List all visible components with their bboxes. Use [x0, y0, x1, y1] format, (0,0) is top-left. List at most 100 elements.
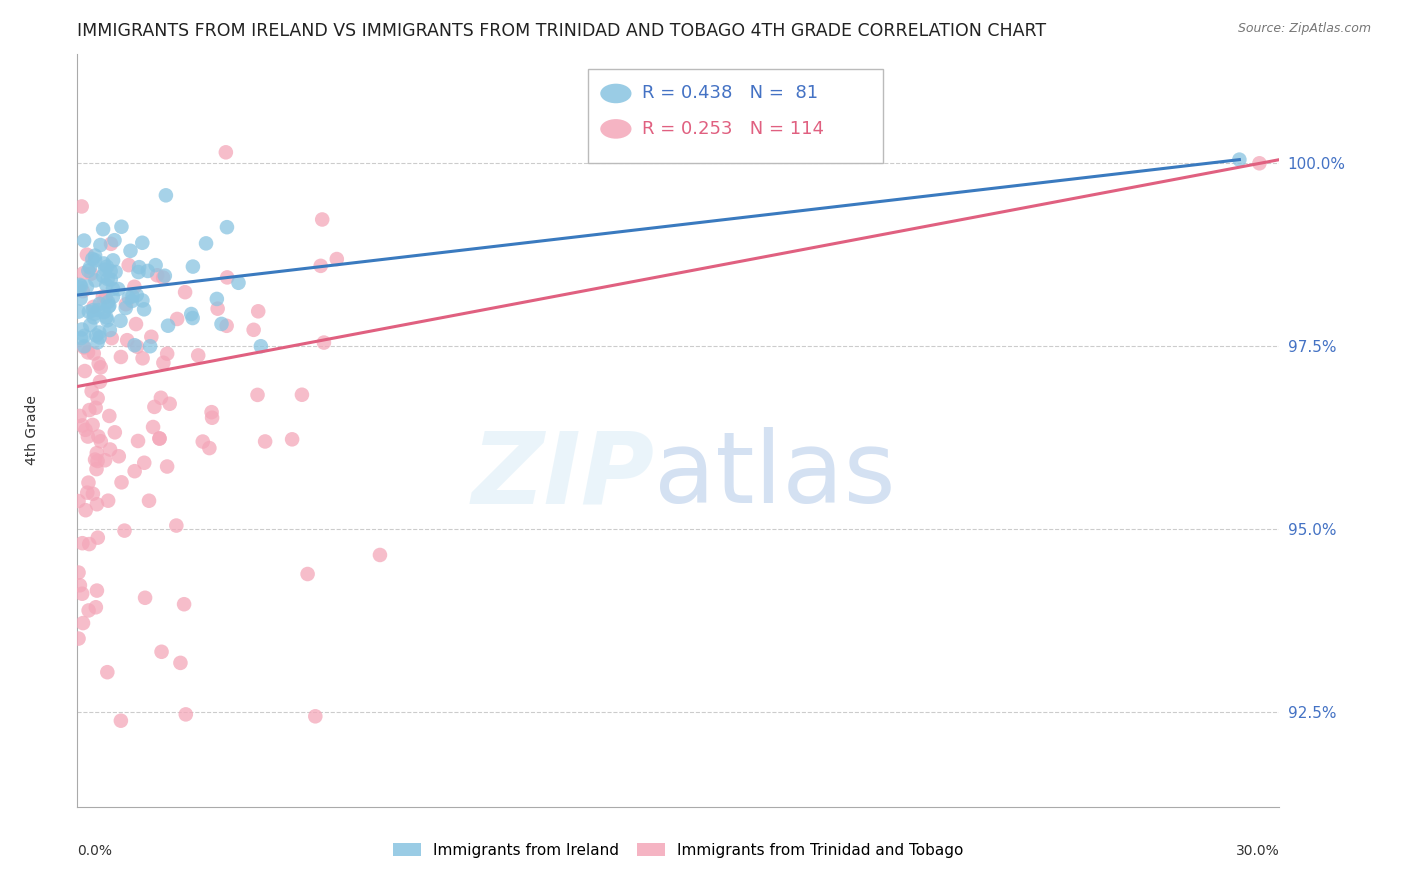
Point	[80, 267, 103, 281]
Point	[132, 302, 155, 317]
Point	[72, 284, 94, 298]
Point	[142, 420, 165, 434]
Point	[86, 497, 108, 511]
Point	[173, 597, 195, 611]
Point	[191, 434, 214, 449]
Point	[247, 304, 270, 318]
Point	[89, 297, 111, 311]
Point	[69, 578, 91, 592]
Point	[90, 360, 112, 375]
Point	[125, 288, 148, 302]
Point	[156, 459, 179, 474]
Point	[67, 632, 90, 646]
Point	[70, 279, 93, 293]
Point	[155, 188, 177, 202]
Point	[100, 331, 122, 345]
Point	[242, 323, 264, 337]
Point	[96, 665, 118, 680]
Point	[77, 304, 100, 318]
Point	[94, 453, 117, 467]
Point	[73, 234, 96, 248]
Point	[103, 233, 125, 247]
Point	[104, 425, 127, 440]
Point	[98, 442, 121, 457]
Point	[98, 409, 121, 423]
Point	[90, 434, 112, 449]
Point	[211, 317, 233, 331]
Point	[110, 219, 132, 234]
Point	[134, 456, 156, 470]
Point	[156, 347, 179, 361]
Point	[94, 290, 117, 304]
Point	[157, 318, 180, 333]
Point	[79, 403, 101, 417]
Point	[77, 603, 100, 617]
Point	[145, 258, 167, 272]
Point	[75, 423, 97, 437]
Point	[69, 292, 91, 306]
Point	[115, 333, 138, 347]
Point	[104, 265, 127, 279]
Point	[86, 335, 108, 350]
Point	[82, 417, 104, 432]
Point	[84, 273, 107, 287]
Point	[91, 222, 114, 236]
Point	[207, 301, 229, 316]
Point	[101, 253, 124, 268]
Point	[86, 446, 108, 460]
Point	[215, 145, 238, 160]
Point	[128, 260, 150, 275]
Point	[217, 270, 239, 285]
Point	[148, 432, 170, 446]
Point	[1229, 153, 1251, 167]
Point	[97, 295, 120, 310]
Point	[72, 536, 94, 550]
Point	[94, 262, 117, 277]
Point	[89, 330, 111, 344]
Point	[76, 247, 98, 261]
Point	[120, 244, 142, 258]
Point	[101, 290, 124, 304]
Text: R = 0.253   N = 114: R = 0.253 N = 114	[643, 120, 824, 138]
Text: 30.0%: 30.0%	[1236, 844, 1279, 858]
Point	[127, 434, 149, 448]
Point	[79, 318, 101, 332]
Point	[84, 401, 107, 415]
Point	[195, 236, 218, 251]
Point	[82, 252, 104, 266]
Point	[297, 567, 319, 582]
Point	[96, 310, 118, 325]
Point	[100, 272, 122, 286]
Point	[110, 350, 132, 364]
Point	[91, 289, 114, 303]
Point	[83, 310, 105, 325]
Text: IMMIGRANTS FROM IRELAND VS IMMIGRANTS FROM TRINIDAD AND TOBAGO 4TH GRADE CORRELA: IMMIGRANTS FROM IRELAND VS IMMIGRANTS FR…	[77, 22, 1046, 40]
Legend: Immigrants from Ireland, Immigrants from Trinidad and Tobago: Immigrants from Ireland, Immigrants from…	[387, 837, 970, 863]
Point	[69, 409, 91, 423]
Point	[124, 279, 146, 293]
Point	[215, 318, 238, 333]
Point	[70, 587, 93, 601]
Circle shape	[600, 120, 631, 138]
Point	[77, 537, 100, 551]
Point	[124, 338, 146, 352]
Point	[136, 264, 159, 278]
Point	[309, 259, 332, 273]
Point	[100, 236, 122, 251]
Point	[86, 462, 108, 476]
Point	[326, 252, 349, 266]
Point	[166, 312, 188, 326]
Point	[174, 707, 197, 722]
Point	[86, 583, 108, 598]
Point	[86, 454, 108, 468]
Point	[86, 391, 108, 405]
Point	[67, 494, 90, 508]
Point	[121, 293, 143, 308]
Point	[180, 307, 202, 321]
Circle shape	[600, 84, 631, 103]
Point	[84, 452, 107, 467]
Point	[98, 299, 121, 313]
Text: 0.0%: 0.0%	[77, 844, 112, 858]
Point	[148, 431, 170, 445]
Point	[149, 391, 172, 405]
